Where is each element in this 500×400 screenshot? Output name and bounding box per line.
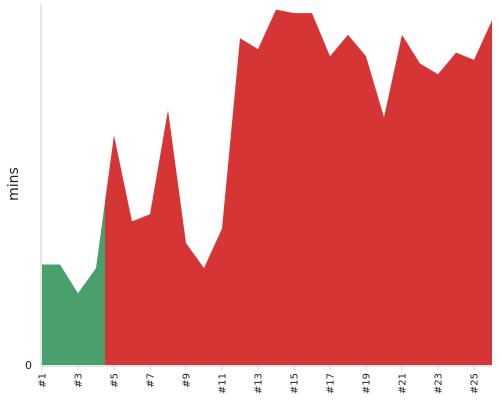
- x-tick-label: #1: [38, 373, 49, 388]
- x-tick-label: #9: [182, 373, 193, 388]
- x-tick-label: #25: [470, 373, 481, 394]
- x-tick-label: #7: [146, 373, 157, 388]
- y-tick-label: 0: [25, 359, 32, 372]
- area-segment-green: [42, 201, 105, 365]
- x-tick-label: #19: [362, 373, 373, 394]
- x-tick-label: #3: [74, 373, 85, 388]
- y-axis-label: mins: [6, 167, 22, 201]
- x-tick-label: #17: [326, 373, 337, 394]
- x-tick-label: #15: [290, 373, 301, 394]
- x-tick-label: #5: [110, 373, 121, 388]
- x-axis-ticks: #1 #3 #5 #7 #9 #11 #13 #15 #17 #19 #21 #23 #25: [38, 366, 481, 394]
- area-segment-red: [105, 9, 492, 366]
- x-tick-label: #13: [254, 373, 265, 394]
- x-tick-label: #23: [434, 373, 445, 394]
- x-tick-label: #11: [218, 373, 229, 394]
- x-tick-label: #21: [398, 373, 409, 394]
- y-axis-ticks: 0: [25, 359, 32, 372]
- plot-area: [42, 9, 492, 366]
